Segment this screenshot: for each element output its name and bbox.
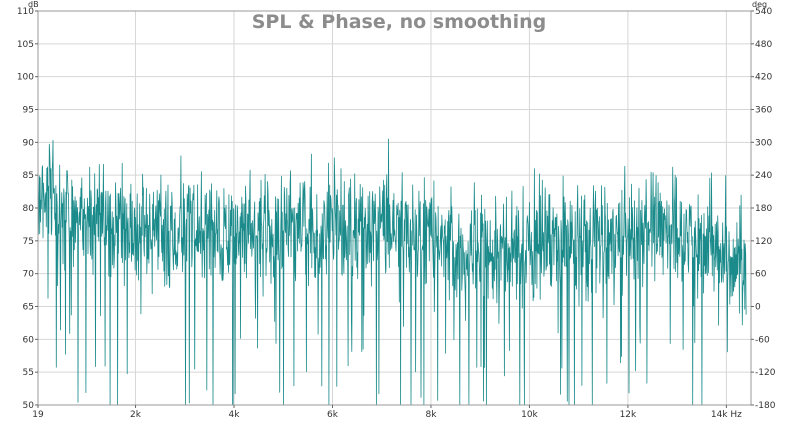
left-tick-label: 100: [17, 73, 34, 83]
left-axis-unit: dB: [28, 0, 39, 9]
left-tick-label: 95: [23, 106, 34, 116]
right-tick-label: 240: [755, 171, 772, 181]
x-tick-label: 10k: [521, 410, 538, 420]
left-tick-label: 90: [23, 138, 35, 148]
x-tick-label: 4k: [229, 410, 241, 420]
left-tick-label: 80: [23, 204, 35, 214]
right-tick-label: -60: [755, 335, 770, 345]
left-tick-label: 110: [17, 7, 34, 17]
right-tick-label: -180: [755, 401, 776, 411]
plot-area: [37, 138, 747, 406]
right-tick-label: 420: [755, 73, 772, 83]
x-tick-label: 19: [32, 410, 44, 420]
x-tick-label: 8k: [425, 410, 437, 420]
x-axis-ticks: 19 2k 4k 6k 8k 10k 12k 14k Hz: [32, 405, 742, 420]
left-tick-label: 50: [23, 401, 35, 411]
left-axis-ticks: 50 55 60 65 70 75 80 85 90 95 100 105 110: [17, 7, 38, 411]
left-tick-label: 60: [23, 335, 35, 345]
x-tick-label: 6k: [327, 410, 339, 420]
chart-title: SPL & Phase, no smoothing: [252, 11, 546, 33]
left-tick-label: 55: [23, 368, 34, 378]
right-tick-label: 120: [755, 237, 772, 247]
right-tick-label: 540: [755, 7, 772, 17]
right-tick-label: 0: [755, 303, 761, 313]
left-tick-label: 85: [23, 171, 34, 181]
right-tick-label: 60: [755, 270, 767, 280]
x-tick-label: 14k Hz: [711, 410, 742, 420]
right-axis-ticks: -180 -120 -60 0 60 120 180 240 300 360 420 480 540: [751, 7, 776, 411]
right-tick-label: 360: [755, 106, 772, 116]
right-tick-label: 300: [755, 138, 772, 148]
left-tick-label: 70: [23, 270, 35, 280]
right-tick-label: -120: [755, 368, 776, 378]
left-tick-label: 65: [23, 303, 34, 313]
right-tick-label: 480: [755, 40, 772, 50]
left-tick-label: 75: [23, 237, 34, 247]
right-tick-label: 180: [755, 204, 772, 214]
right-axis-unit: deg: [752, 0, 767, 9]
left-tick-label: 105: [17, 40, 34, 50]
x-tick-label: 12k: [620, 410, 637, 420]
spl-trace: [37, 138, 747, 406]
x-tick-label: 2k: [130, 410, 142, 420]
